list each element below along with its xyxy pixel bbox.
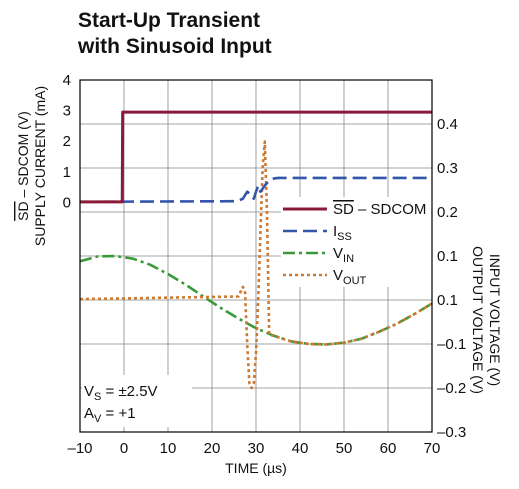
left-tick-label: 2 — [63, 133, 71, 150]
series-line-sd — [80, 110, 432, 204]
left-tick-label: 1 — [63, 164, 71, 181]
annotation-sub: S — [94, 391, 101, 403]
left-tick-label: 0 — [63, 194, 71, 211]
x-tick-label: 70 — [424, 440, 441, 457]
x-tick-label: 50 — [336, 440, 353, 457]
legend-label-main: I — [333, 223, 337, 240]
left-axis-label-overline: SD — [15, 201, 31, 220]
annotation-rest: = ±2.5V — [101, 383, 157, 400]
annotation-background — [82, 375, 192, 427]
right-axis-label-line-2: OUTPUT VOLTAGE (V) — [470, 246, 486, 394]
legend-label: SD – SDCOM — [333, 201, 426, 218]
left-axis-label-line-1: SD – SDCOM (V) — [15, 111, 31, 221]
series-layer — [79, 110, 433, 390]
right-tick-label: 0.1 — [437, 292, 458, 309]
right-axis-label-line-1: INPUT VOLTAGE (V) — [487, 254, 503, 386]
right-tick-label: –0.2 — [437, 380, 466, 397]
left-tick-label: 4 — [63, 72, 71, 89]
annotation-main: V — [84, 383, 94, 400]
right-tick-label: 0.3 — [437, 160, 458, 177]
legend-label: ISS — [333, 223, 352, 243]
series-line-i-ss — [79, 176, 432, 204]
left-axis-label-line-2: SUPPLY CURRENT (mA) — [32, 86, 48, 246]
right-tick-label: –0.3 — [437, 424, 466, 441]
right-tick-label: –0.1 — [437, 336, 466, 353]
right-tick-label: 0.1 — [437, 248, 458, 265]
legend-label-main: V — [333, 245, 343, 262]
legend-label-sub: SS — [337, 231, 352, 243]
annotation-main: A — [84, 405, 94, 422]
right-tick-label: 0.2 — [437, 204, 458, 221]
legend-label: VOUT — [333, 267, 367, 287]
legend-label-main: V — [333, 267, 343, 284]
x-axis-label: TIME (µs) — [225, 460, 287, 476]
series-line-v-out — [79, 140, 433, 390]
right-tick-label: 0.4 — [437, 116, 458, 133]
x-tick-label: –10 — [67, 440, 92, 457]
plot-frame — [79, 79, 433, 433]
legend-label-rest: – SDCOM — [354, 201, 427, 218]
x-tick-label: 20 — [204, 440, 221, 457]
x-tick-label: 10 — [160, 440, 177, 457]
annotation-rest: = +1 — [101, 405, 135, 422]
x-tick-label: 0 — [120, 440, 128, 457]
x-tick-label: 30 — [248, 440, 265, 457]
chart-title-line-2: with Sinusoid Input — [77, 35, 272, 58]
tick-labels: –10 0 10 20 30 40 50 60 70 0 1 2 3 4 0.4 0.3 0.2 0.1 0.1 –0… — [63, 72, 467, 457]
legend-label: VIN — [333, 245, 354, 265]
left-tick-label: 3 — [63, 103, 71, 120]
chart-title-line-1: Start-Up Transient — [78, 9, 260, 32]
x-tick-label: 40 — [292, 440, 309, 457]
x-tick-label: 60 — [380, 440, 397, 457]
annotation-text: VS = ±2.5V — [84, 383, 158, 403]
left-axis-label-rest: – SDCOM (V) — [15, 111, 31, 201]
annotation-sub: V — [94, 413, 102, 425]
annotation-text: AV = +1 — [84, 405, 136, 425]
legend-background — [281, 197, 431, 287]
legend-label-sub: IN — [343, 253, 354, 265]
legend-label-main: SD — [333, 201, 354, 218]
legend-label-sub: OUT — [343, 275, 367, 287]
